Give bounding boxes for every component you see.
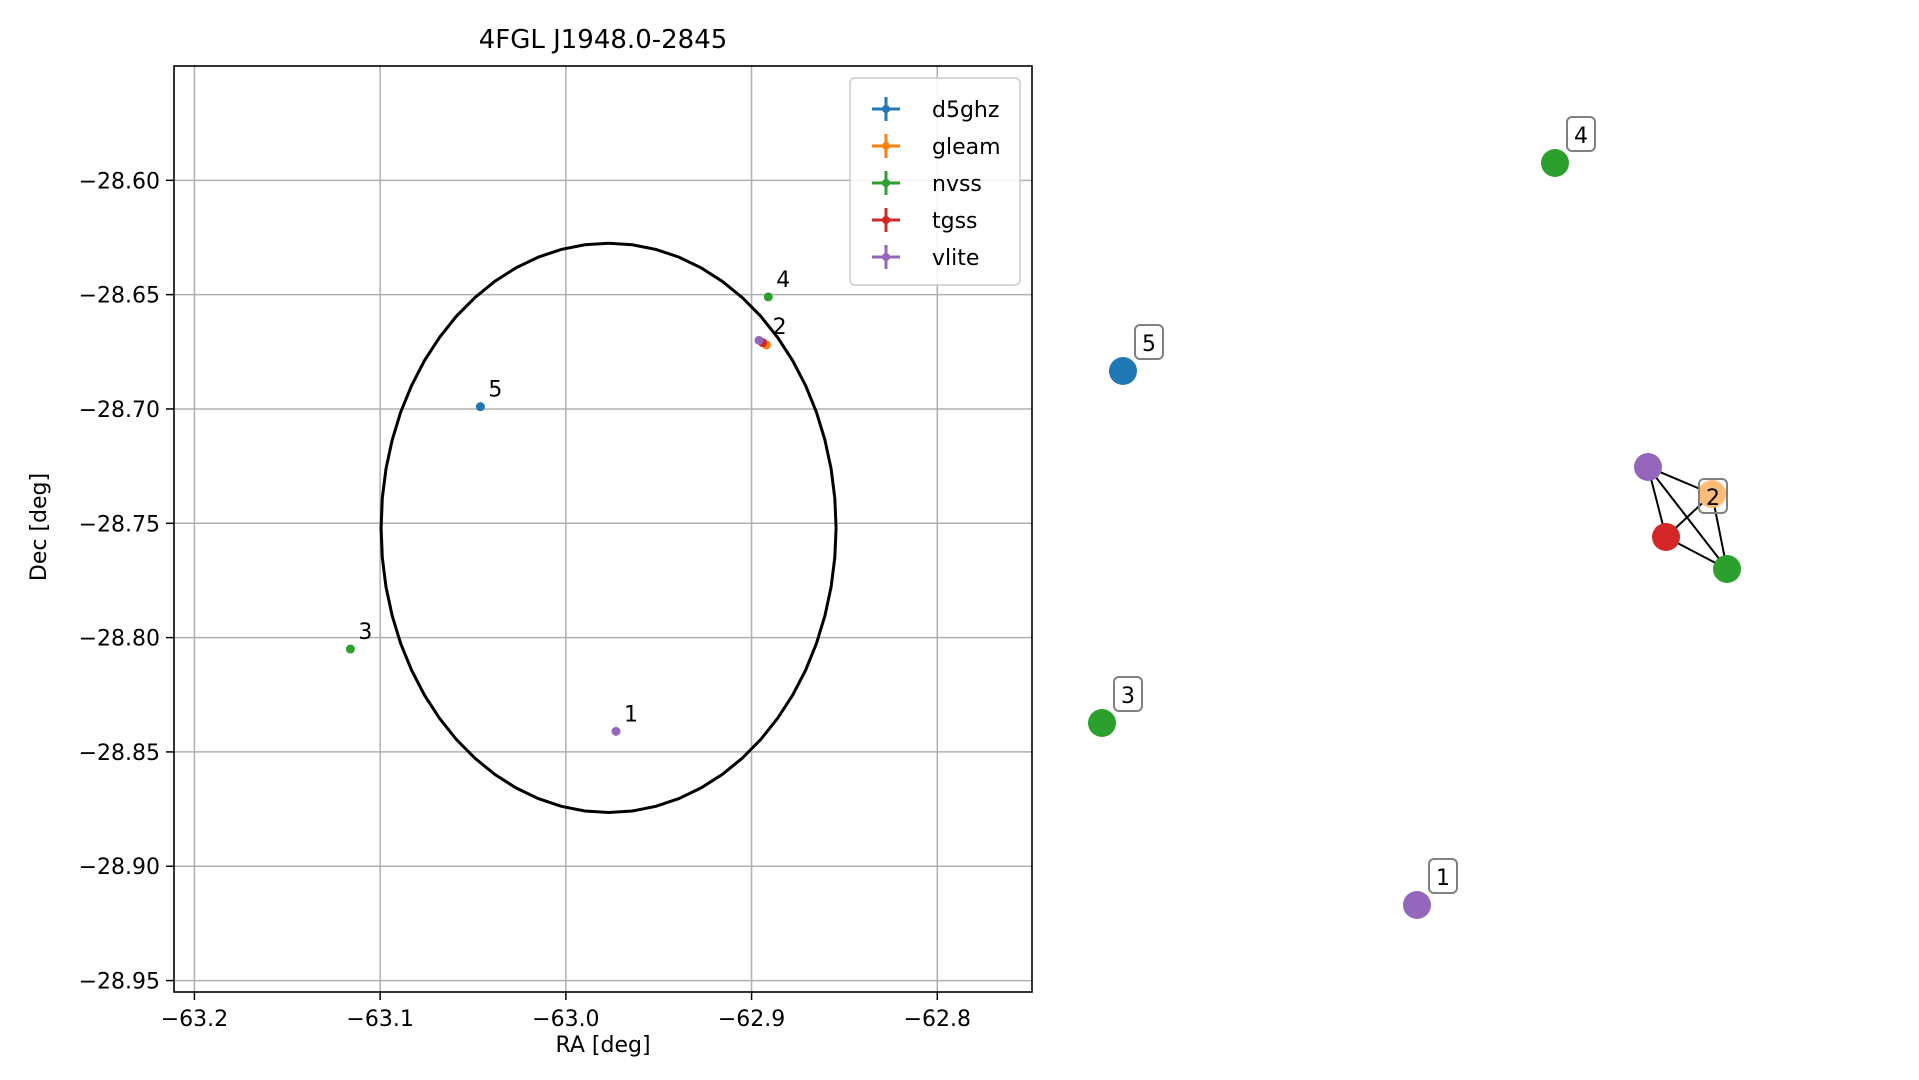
source-point-d5ghz: [475, 402, 485, 412]
graph-label-box: [1428, 858, 1458, 894]
x-tick-label: −63.0: [532, 1007, 599, 1032]
source-point-vlite: [754, 335, 764, 345]
graph-label-box: [1566, 116, 1596, 152]
legend-marker-dot: [882, 216, 890, 224]
graph-label-box: [1113, 676, 1143, 712]
legend-entry-vlite: vlite: [872, 245, 979, 271]
graph-label-text: 1: [1436, 866, 1450, 891]
legend-entry-gleam: gleam: [872, 134, 1001, 160]
graph-label: 5: [1134, 324, 1164, 360]
graph-panel: 1 2 3 4 5: [1088, 116, 1741, 919]
y-tick-label: −28.85: [79, 741, 160, 766]
cluster-label: 1: [624, 702, 638, 727]
graph-label-text: 5: [1142, 332, 1156, 357]
legend-marker-dot: [882, 253, 890, 261]
graph-node: [1634, 453, 1662, 481]
legend-entry-d5ghz: d5ghz: [872, 97, 999, 123]
legend-marker-dot: [882, 142, 890, 150]
x-axis-label: RA [deg]: [555, 1033, 650, 1058]
legend-marker-dot: [882, 105, 890, 113]
graph-nodes: [1088, 149, 1741, 919]
legend-label: gleam: [932, 135, 1001, 160]
graph-node: [1713, 555, 1741, 583]
y-tick-label: −28.75: [79, 512, 160, 537]
graph-label-text: 3: [1121, 684, 1135, 709]
graph-label-text: 4: [1574, 124, 1588, 149]
graph-node: [1541, 149, 1569, 177]
cluster-labels: 1 2 3 4 5: [358, 268, 790, 727]
source-point-vlite: [611, 726, 621, 736]
error-ellipse: [379, 241, 838, 815]
legend-marker-dot: [882, 179, 890, 187]
legend-label: d5ghz: [932, 98, 999, 123]
graph-labels: 1 2 3 4 5: [1113, 116, 1728, 894]
graph-node: [1109, 357, 1137, 385]
graph-label: 1: [1428, 858, 1458, 894]
y-tick-label: −28.65: [79, 284, 160, 309]
cluster-label: 3: [358, 620, 372, 645]
graph-label: 2: [1698, 478, 1728, 514]
graph-label: 4: [1566, 116, 1596, 152]
x-tick-label: −63.2: [161, 1007, 228, 1032]
graph-node: [1403, 891, 1431, 919]
axes-frame: [173, 65, 1033, 993]
graph-node: [1652, 523, 1680, 551]
y-axis-label: Dec [deg]: [27, 473, 52, 581]
x-tick-label: −63.1: [346, 1007, 413, 1032]
chart-title: 4FGL J1948.0-2845: [479, 25, 728, 55]
legend: d5ghz gleam nvss tgss vlite: [849, 77, 1021, 286]
y-tick-label: −28.60: [79, 169, 160, 194]
graph-label: 3: [1113, 676, 1143, 712]
x-tick-label: −62.9: [718, 1007, 785, 1032]
graph-label-box: [1698, 478, 1728, 514]
cluster-label: 2: [773, 315, 787, 340]
cluster-label: 5: [488, 378, 502, 403]
legend-label: vlite: [932, 246, 979, 271]
legend-label: nvss: [932, 172, 982, 197]
source-point-nvss: [345, 644, 355, 654]
graph-node: [1088, 709, 1116, 737]
y-tick-label: −28.80: [79, 627, 160, 652]
x-tick-label: −62.8: [904, 1007, 971, 1032]
y-tick-label: −28.90: [79, 855, 160, 880]
graph-label-text: 2: [1706, 486, 1720, 511]
legend-box: [849, 77, 1021, 286]
error-ellipse-curve: [379, 241, 838, 815]
source-points: [345, 292, 773, 736]
legend-entry-nvss: nvss: [872, 171, 982, 197]
source-point-nvss: [763, 292, 773, 302]
graph-label-box: [1134, 324, 1164, 360]
legend-label: tgss: [932, 209, 978, 234]
legend-entry-tgss: tgss: [872, 208, 978, 234]
y-tick-label: −28.70: [79, 398, 160, 423]
graph-node: [1698, 480, 1726, 508]
cluster-label: 4: [776, 268, 790, 293]
axis-ticks: −63.2 −63.1 −63.0 −62.9 −62.8 −28.60 −28.65 −28…: [79, 169, 971, 1032]
scatter-panel: 1 2 3 4 5 −63.2 −63.1 −63.0 −62.9 −62.8 −28.60 −28…: [27, 25, 1033, 1058]
y-tick-label: −28.95: [79, 970, 160, 995]
